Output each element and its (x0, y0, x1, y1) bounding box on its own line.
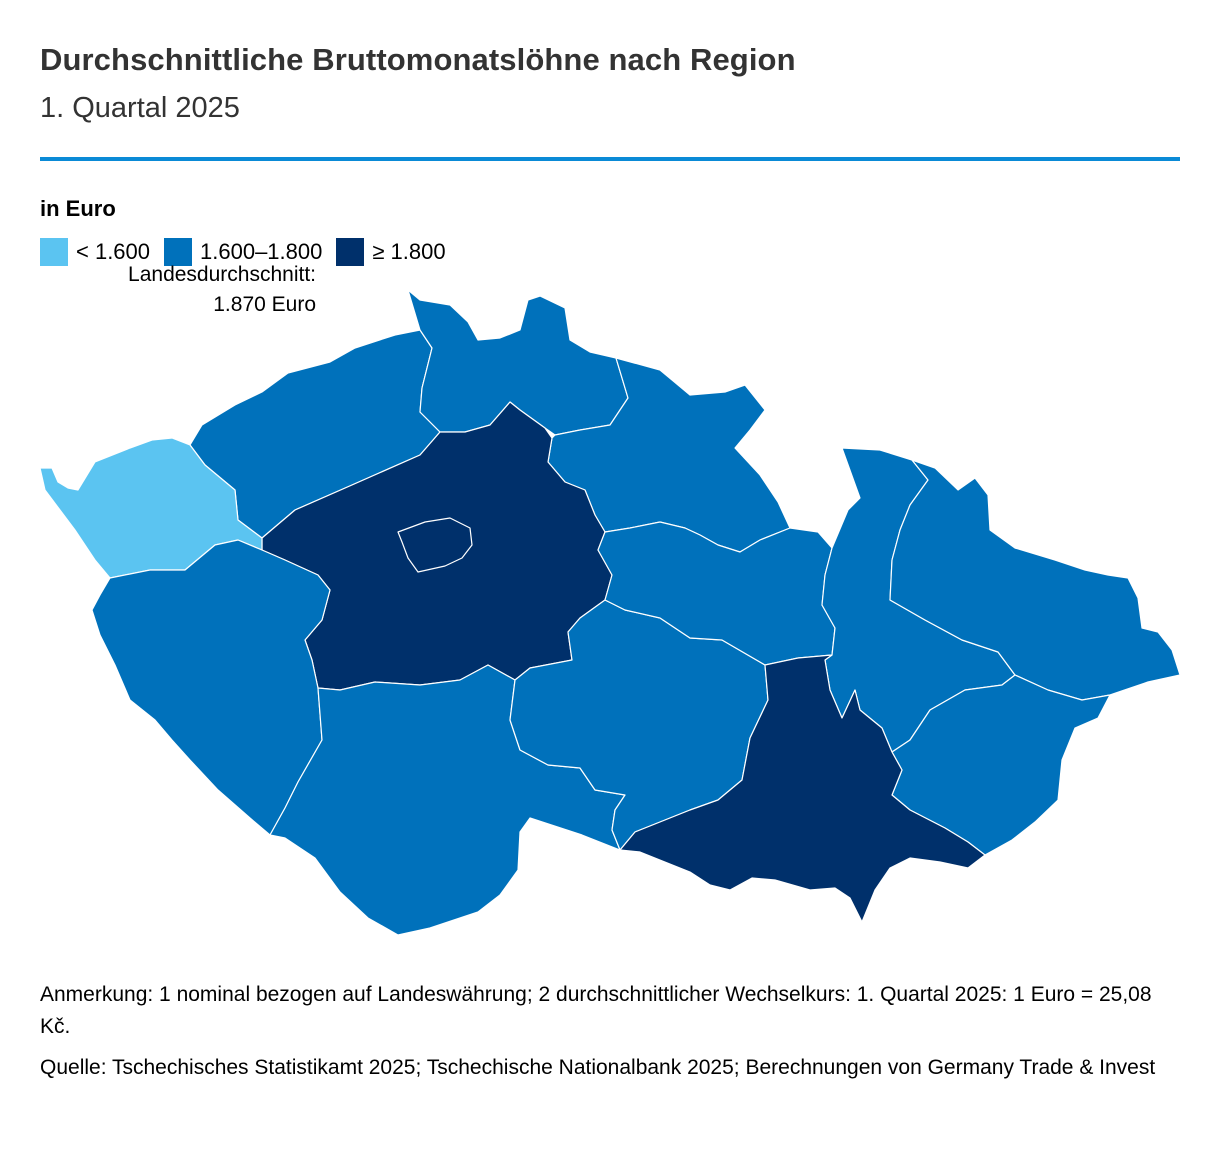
legend-item-low: < 1.600 (40, 238, 150, 266)
legend-item-mid: 1.600–1.800 (164, 238, 322, 266)
legend: < 1.600 1.600–1.800 ≥ 1.800 (40, 236, 460, 268)
unit-label: in Euro (40, 196, 116, 221)
source-note: Quelle: Tschechisches Statistikamt 2025;… (40, 1056, 1156, 1079)
national-average-label: Landesdurchschnitt: 1.870 Euro (60, 260, 316, 320)
national-average-caption: Landesdurchschnitt: (128, 263, 316, 286)
legend-swatch-high (336, 238, 365, 266)
national-average-value: 1.870 Euro (213, 293, 316, 316)
legend-swatch-mid (164, 238, 193, 266)
title-divider (40, 157, 1180, 161)
legend-swatch-low (40, 238, 68, 266)
legend-label-mid: 1.600–1.800 (200, 239, 323, 264)
region-karlovy-vary[interactable] (39, 437, 263, 579)
legend-item-high: ≥ 1.800 (336, 238, 446, 266)
chart-subtitle: 1. Quartal 2025 (40, 92, 240, 124)
region-moravian-silesian[interactable] (889, 459, 1181, 701)
region-south-bohemia[interactable] (269, 664, 626, 936)
chart-title: Durchschnittliche Bruttomonatslöhne nach… (40, 42, 796, 77)
legend-label-low: < 1.600 (76, 239, 151, 264)
region-south-moravia[interactable] (619, 654, 986, 923)
region-prague[interactable] (397, 517, 473, 573)
footnote: Anmerkung: 1 nominal bezogen auf Landesw… (40, 983, 1152, 1038)
legend-label-high: ≥ 1.800 (372, 239, 446, 264)
